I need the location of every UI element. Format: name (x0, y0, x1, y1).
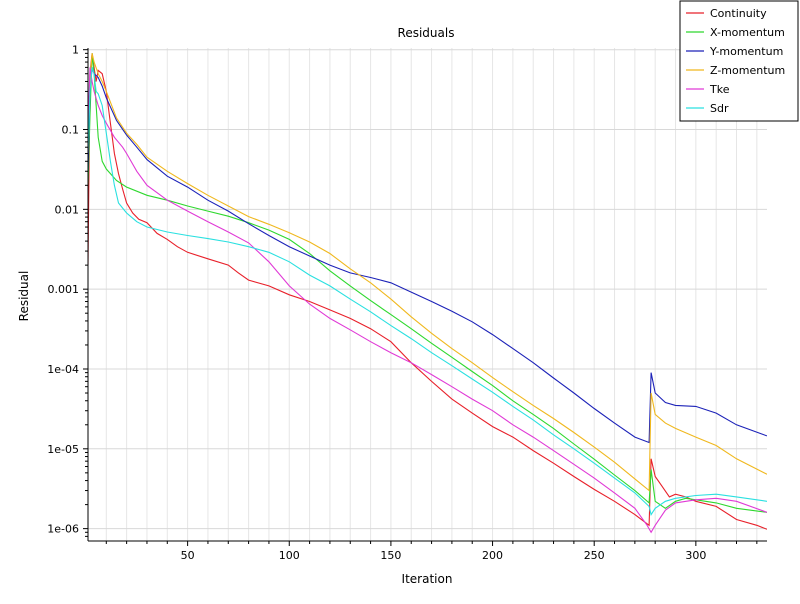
series-lines (88, 53, 767, 534)
series-line-x-momentum (88, 53, 767, 513)
y-tick-label: 1 (72, 44, 79, 57)
chart-title: Residuals (398, 26, 455, 40)
x-axis-label: Iteration (402, 572, 453, 586)
y-tick-label: 1e-05 (47, 443, 79, 456)
series-line-continuity (88, 53, 767, 530)
legend: Continuity X-momentum Y-momentum Z-momentum… (679, 0, 799, 122)
x-tick-label: 150 (380, 549, 401, 562)
series-line-tke (88, 67, 767, 534)
legend-box (679, 0, 799, 122)
x-tick-label: 100 (279, 549, 300, 562)
y-tick-label: 1e-04 (47, 363, 79, 376)
legend-entry: Z-momentum (710, 64, 785, 77)
y-tick-label: 0.01 (55, 203, 80, 216)
series-line-y-momentum (88, 67, 767, 444)
legend-entry: Y-momentum (709, 45, 783, 58)
legend-entry: Continuity (710, 7, 767, 20)
series-line-sdr (88, 67, 767, 516)
x-tick-label: 200 (482, 549, 503, 562)
x-tick-label: 250 (584, 549, 605, 562)
y-axis-label: Residual (17, 271, 31, 322)
axes: 50 100 150 200 250 300 1 0.1 0.01 0.001 1e-04 1e-05… (47, 44, 767, 562)
x-tick-label: 300 (685, 549, 706, 562)
y-tick-label: 0.1 (62, 124, 80, 137)
legend-entry: X-momentum (710, 26, 785, 39)
series-line-z-momentum (88, 53, 767, 492)
legend-entry: Sdr (710, 102, 729, 115)
plot-area (88, 48, 767, 541)
legend-entry: Tke (709, 83, 730, 96)
y-tick-label: 1e-06 (47, 523, 79, 536)
grid-lines (88, 48, 767, 541)
x-tick-label: 50 (181, 549, 195, 562)
y-tick-label: 0.001 (48, 283, 80, 296)
